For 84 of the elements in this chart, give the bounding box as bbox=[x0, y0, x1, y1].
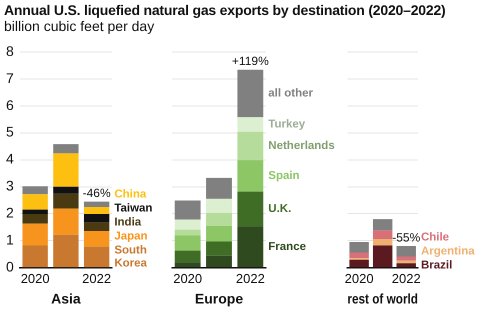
series-label: South Korea bbox=[114, 244, 148, 270]
bar bbox=[84, 202, 110, 207]
y-tick-label: 0 bbox=[6, 258, 14, 274]
bar bbox=[206, 226, 232, 242]
bar bbox=[174, 262, 201, 268]
bar bbox=[206, 256, 232, 268]
bar bbox=[372, 239, 392, 246]
series-label: Chile bbox=[420, 231, 450, 244]
bar bbox=[349, 242, 369, 253]
bar bbox=[237, 117, 264, 132]
y-tick-label: 2 bbox=[6, 204, 14, 221]
bar bbox=[206, 198, 232, 213]
bar bbox=[206, 178, 232, 199]
bar bbox=[22, 246, 48, 268]
text: Annual U.S. liquefied natural gas exports by destination (2020–2022) bbox=[4, 2, 447, 18]
x-tick-label: 2020 bbox=[344, 270, 374, 286]
x-axis-title: Europe bbox=[194, 290, 244, 306]
bar bbox=[22, 186, 48, 194]
bar bbox=[372, 219, 392, 230]
bar bbox=[237, 226, 264, 268]
bar bbox=[53, 144, 79, 154]
bar bbox=[396, 263, 416, 268]
bar bbox=[372, 230, 392, 240]
bar bbox=[237, 70, 264, 118]
series-label: Netherlands bbox=[268, 140, 335, 152]
series-label: U.K. bbox=[268, 203, 292, 216]
bar bbox=[237, 192, 264, 226]
y-tick-label: 5 bbox=[6, 124, 14, 140]
series-label: Taiwan bbox=[114, 202, 152, 215]
series-label: Argentina bbox=[420, 245, 476, 258]
bar bbox=[396, 256, 416, 261]
bar bbox=[174, 250, 201, 262]
bar bbox=[349, 252, 369, 258]
y-tick-label: 8 bbox=[6, 42, 14, 59]
series-label: Japan bbox=[114, 230, 148, 243]
bar bbox=[53, 208, 79, 235]
series-label: Brazil bbox=[420, 259, 452, 272]
bar bbox=[22, 194, 48, 210]
bar bbox=[174, 230, 201, 236]
series-label: Spain bbox=[268, 170, 300, 182]
x-tick-label: 2022 bbox=[236, 270, 265, 286]
y-tick-label: 1 bbox=[6, 232, 14, 248]
bar bbox=[206, 212, 232, 226]
bar bbox=[53, 194, 79, 209]
annotation: -55% bbox=[392, 230, 421, 244]
bar bbox=[84, 206, 110, 214]
x-axis-title: Asia bbox=[51, 290, 81, 306]
bar bbox=[206, 241, 232, 256]
series-label: Turkey bbox=[268, 118, 306, 131]
bar bbox=[237, 132, 264, 160]
bar bbox=[53, 153, 79, 187]
bar bbox=[22, 210, 48, 214]
bar bbox=[396, 260, 416, 264]
x-tick-label: 2020 bbox=[20, 270, 50, 286]
bar bbox=[84, 230, 110, 247]
bar bbox=[53, 186, 79, 194]
annotation: +119% bbox=[232, 54, 270, 68]
x-axis-title: rest of world bbox=[347, 290, 418, 307]
bar bbox=[237, 160, 264, 192]
bar bbox=[372, 246, 392, 268]
bar bbox=[174, 220, 201, 230]
x-tick-label: 2022 bbox=[392, 270, 421, 286]
bar bbox=[174, 200, 201, 220]
bar bbox=[84, 222, 110, 231]
x-tick-label: 2020 bbox=[173, 270, 202, 286]
bar bbox=[84, 246, 110, 268]
y-tick-label: 7 bbox=[6, 70, 14, 86]
series-label: France bbox=[268, 240, 306, 253]
y-tick-label: 4 bbox=[6, 150, 14, 167]
annotation: -46% bbox=[82, 186, 111, 200]
series-label: all other bbox=[268, 88, 314, 100]
bar bbox=[174, 236, 201, 251]
x-tick-label: 2022 bbox=[82, 270, 112, 286]
chart-subtitle: billion cubic feet per day bbox=[4, 18, 156, 34]
bar bbox=[53, 234, 79, 268]
bar bbox=[84, 214, 110, 222]
bar bbox=[22, 224, 48, 246]
bar bbox=[396, 246, 416, 257]
y-tick-label: 3 bbox=[6, 178, 14, 194]
series-label: China bbox=[114, 188, 147, 201]
y-tick-label: 6 bbox=[6, 96, 14, 113]
bar bbox=[22, 214, 48, 224]
series-label: India bbox=[114, 216, 142, 229]
bar bbox=[349, 260, 369, 268]
